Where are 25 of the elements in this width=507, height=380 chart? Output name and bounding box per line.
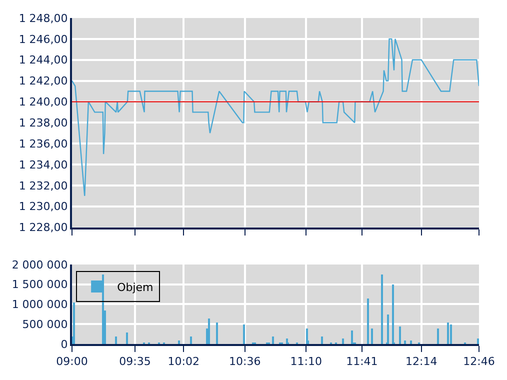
- y-tick-label: 1 246,00: [18, 32, 68, 46]
- y-tick-label: 1 232,00: [18, 179, 68, 192]
- y-tick-label: 1 000 000: [12, 298, 68, 312]
- y-tick-label: 1 238,00: [18, 116, 68, 130]
- x-tick-label: 12:46: [463, 355, 495, 368]
- y-tick-label: 1 236,00: [18, 137, 68, 150]
- x-tick-label: 12:14: [406, 355, 438, 368]
- y-tick-label: 1 240,00: [18, 96, 68, 109]
- y-tick-label: 0: [60, 338, 68, 351]
- y-tick-label: 1 244,00: [18, 54, 68, 67]
- x-tick-label: 10:36: [229, 355, 261, 368]
- y-tick-label: 1 234,00: [18, 158, 68, 172]
- x-tick-label: 09:35: [119, 355, 151, 368]
- y-tick-label: 500 000: [22, 318, 68, 331]
- x-tick-label: 11:10: [290, 355, 322, 368]
- y-tick-label: 2 000 000: [12, 258, 68, 272]
- legend-label: Objem: [117, 280, 154, 294]
- x-tick-label: 11:41: [346, 355, 378, 368]
- y-tick-label: 1 242,00: [18, 74, 68, 88]
- y-tick-label: 1 500 000: [12, 278, 68, 292]
- y-tick-label: 1 248,00: [18, 12, 68, 25]
- y-tick-label: 1 230,00: [18, 200, 68, 214]
- x-tick-label: 10:02: [168, 355, 200, 368]
- x-tick-label: 09:00: [56, 355, 88, 368]
- y-tick-label: 1 228,00: [18, 221, 68, 234]
